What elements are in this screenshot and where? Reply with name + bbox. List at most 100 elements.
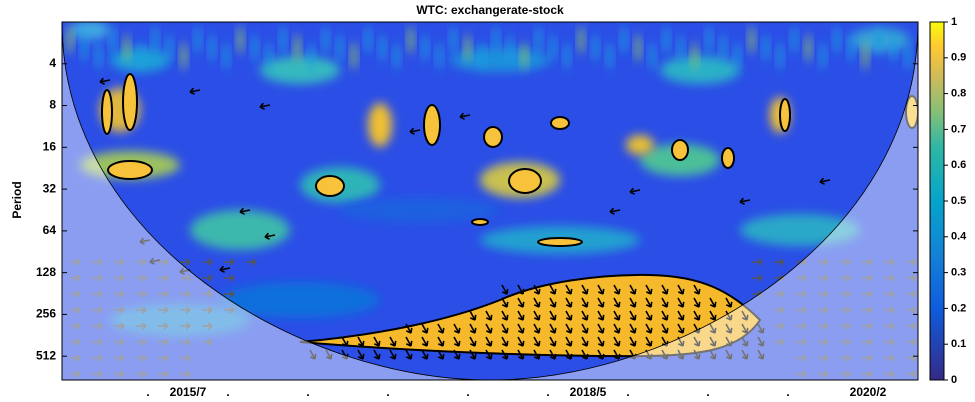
phase-arrow [70, 306, 81, 314]
phase-arrow [818, 290, 829, 298]
phase-arrow [906, 338, 917, 346]
phase-arrow [533, 336, 541, 347]
x-tick-label: . [226, 385, 229, 399]
heatmap-streak [180, 42, 187, 70]
colorbar-tick-label: 0.9 [951, 52, 966, 64]
y-tick-label: 256 [36, 307, 56, 321]
y-tick-label: 16 [43, 139, 57, 153]
phase-arrow [906, 306, 917, 314]
heatmap-streak [109, 26, 116, 54]
phase-arrow [709, 310, 717, 321]
phase-arrow [565, 284, 573, 295]
x-tick-label: . [386, 385, 389, 399]
phase-arrow [459, 112, 471, 120]
colorbar-tick-label: 0.5 [951, 195, 966, 207]
phase-arrow [613, 310, 621, 321]
phase-arrow [136, 354, 147, 362]
x-tick-label: . [706, 385, 709, 399]
phase-arrow [533, 297, 541, 308]
heatmap-streak [436, 42, 443, 70]
heatmap-streak [691, 42, 698, 70]
phase-arrow [114, 370, 125, 378]
phase-arrow [180, 274, 191, 282]
heatmap-streak [734, 42, 741, 70]
phase-arrow [693, 297, 701, 308]
heatmap-blob [190, 210, 290, 250]
phase-arrow [224, 258, 235, 266]
phase-arrow [409, 127, 421, 135]
phase-arrow [565, 323, 573, 334]
heatmap-streak [564, 42, 570, 70]
heatmap-streak [95, 42, 102, 70]
x-tick-label: 2020/2 [850, 385, 887, 399]
phase-arrow [796, 290, 807, 298]
heatmap-streak [706, 26, 712, 54]
phase-arrow [501, 297, 509, 308]
y-axis-label: Period [10, 181, 24, 218]
phase-arrow [92, 338, 103, 346]
heatmap-blob [626, 135, 654, 155]
phase-arrow [136, 306, 147, 314]
phase-arrow [158, 306, 169, 314]
phase-arrow [501, 323, 509, 334]
phase-arrow [693, 284, 701, 295]
phase-arrow [549, 323, 557, 334]
phase-arrow [774, 338, 785, 346]
phase-arrow [661, 284, 669, 295]
phase-arrow [884, 274, 895, 282]
phase-arrow [840, 338, 851, 346]
colorbar-tick-label: 0.6 [951, 159, 966, 171]
phase-arrow [224, 274, 235, 282]
phase-arrow [517, 284, 525, 295]
phase-arrow [796, 354, 807, 362]
phase-arrow [818, 370, 829, 378]
phase-arrow [549, 297, 557, 308]
phase-arrow [189, 87, 201, 95]
heatmap-blob [70, 22, 110, 40]
heatmap-streak [464, 34, 471, 62]
phase-arrow [693, 336, 701, 347]
phase-arrow [136, 338, 147, 346]
phase-arrow [741, 336, 749, 347]
heatmap-streak [407, 26, 414, 54]
phase-arrow [264, 232, 276, 240]
heatmap-streak [478, 42, 485, 70]
phase-arrow [202, 290, 213, 298]
y-tick-label: 8 [49, 98, 56, 112]
significant-region [299, 273, 762, 358]
phase-arrow [597, 310, 605, 321]
colorbar-tick-label: 1 [951, 16, 957, 28]
heatmap-blob [368, 103, 392, 147]
significant-region [905, 95, 918, 129]
phase-arrow [840, 370, 851, 378]
phase-arrow [862, 306, 873, 314]
phase-arrow [114, 306, 125, 314]
phase-arrow [725, 310, 733, 321]
heatmap-streak [280, 26, 286, 54]
phase-arrow [774, 258, 785, 266]
phase-arrow [114, 338, 125, 346]
phase-arrow [581, 310, 589, 321]
phase-arrow [549, 310, 557, 321]
phase-arrow [180, 338, 191, 346]
heatmap-streak [123, 34, 130, 62]
heatmap-streak [904, 42, 911, 70]
colorbar-tick-label: 0.7 [951, 123, 966, 135]
heatmap-streak [294, 34, 301, 62]
phase-arrow [517, 297, 525, 308]
phase-arrow [906, 274, 917, 282]
phase-arrow [739, 197, 751, 205]
phase-arrow [70, 354, 81, 362]
significant-region [122, 73, 138, 131]
phase-arrow [677, 297, 685, 308]
phase-arrow [158, 338, 169, 346]
phase-arrow [906, 258, 917, 266]
heatmap-streak [521, 42, 528, 70]
colorbar-tick-label: 0 [951, 374, 957, 386]
phase-arrow [501, 336, 509, 347]
x-tick-label: . [466, 385, 469, 399]
phase-arrow [840, 290, 851, 298]
heatmap-streak [194, 26, 201, 54]
phase-arrow [533, 323, 541, 334]
